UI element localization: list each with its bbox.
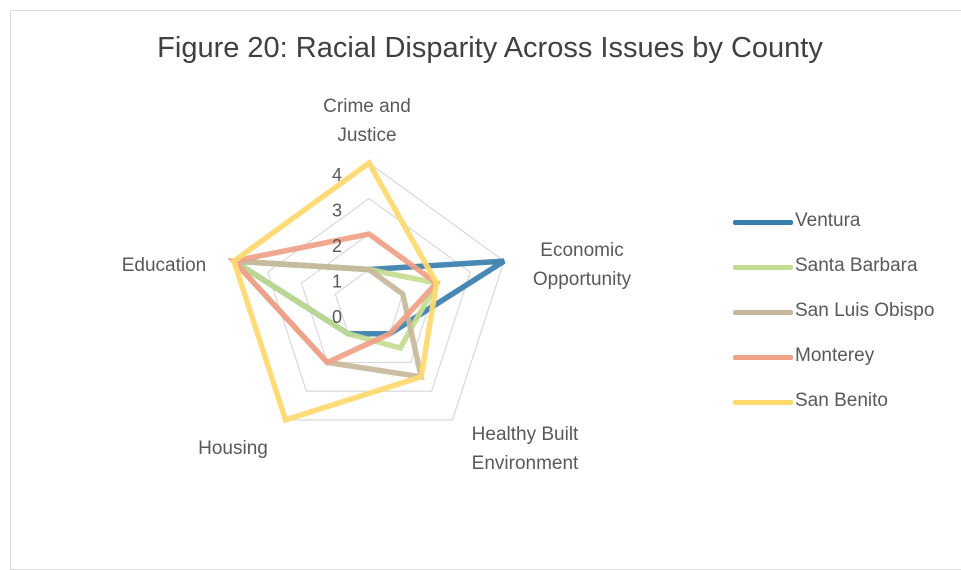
category-label: Housing <box>198 438 268 459</box>
legend-label: Monterey <box>795 345 875 366</box>
legend-swatch <box>733 355 793 360</box>
legend-item: San Luis Obispo <box>733 296 961 326</box>
legend-label: San Benito <box>795 390 888 411</box>
legend-swatch <box>733 220 793 225</box>
tick-label: 4 <box>332 165 342 185</box>
grid-ring <box>334 268 404 335</box>
legend-label: Santa Barbara <box>795 255 918 276</box>
category-label: Economic Opportunity <box>533 240 632 290</box>
tick-label: 0 <box>332 307 342 327</box>
category-labels: Crime and Justice Economic Opportunity Healt… <box>122 96 632 474</box>
series-line-san-benito <box>230 158 440 424</box>
legend-label: Ventura <box>795 210 861 231</box>
category-label: Education <box>122 255 207 276</box>
tick-label: 1 <box>332 272 342 292</box>
legend-swatch <box>733 400 793 405</box>
legend-swatch <box>733 310 793 315</box>
radar-series <box>227 158 506 424</box>
legend-item: Santa Barbara <box>733 251 961 281</box>
tick-label: 2 <box>332 236 342 256</box>
radar-chart: 0 1 2 3 4 Crime and Justice Economic Opportunit… <box>122 96 632 474</box>
radial-tick-labels: 0 1 2 3 4 <box>332 165 342 327</box>
series-line-san-luis-obispo <box>227 257 425 381</box>
category-label: Crime and Justice <box>323 96 411 146</box>
legend-item: Monterey <box>733 341 961 371</box>
legend-item: Ventura <box>733 206 961 236</box>
chart-title: Figure 20: Racial Disparity Across Issue… <box>157 32 823 64</box>
legend-swatch <box>733 265 793 270</box>
legend-label: San Luis Obispo <box>795 300 935 321</box>
tick-label: 3 <box>332 201 342 221</box>
series-line-monterey <box>228 231 441 366</box>
category-label: Healthy Built Environment <box>472 424 579 474</box>
legend-item: San Benito <box>733 386 961 416</box>
